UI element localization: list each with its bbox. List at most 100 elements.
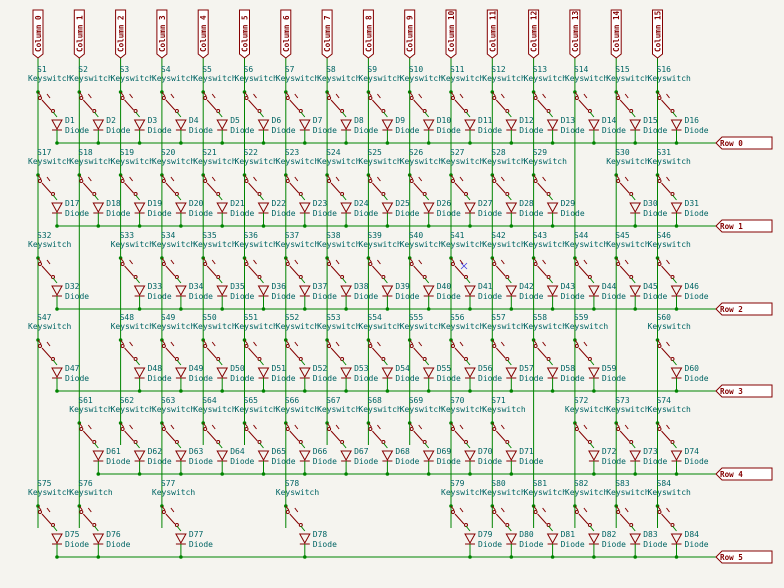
switch-contact (367, 91, 372, 97)
junction-dot (179, 141, 183, 145)
column-label: Column 10 (447, 10, 456, 52)
switch-actuator (619, 265, 630, 277)
switch-reference: S12 (491, 65, 506, 74)
switch-contact (202, 257, 207, 263)
switch-contact (542, 507, 546, 513)
diode-reference: D7 (313, 116, 323, 125)
switch-diode-wire (672, 525, 677, 532)
diode-value: Diode (272, 292, 296, 301)
column-label-flag[interactable] (321, 9, 333, 59)
switch-contact (335, 93, 340, 99)
diode-value: Diode (230, 374, 254, 383)
switch-contact (533, 505, 537, 511)
switch-reference: S22 (244, 148, 259, 157)
switch-diode-wire (259, 111, 264, 118)
column-label-flag[interactable] (652, 9, 663, 59)
switch-diode-wire (93, 442, 99, 449)
switch-diode-wire (52, 359, 58, 366)
switch-pin (38, 96, 42, 100)
switch-pin (285, 510, 290, 514)
switch-contact (161, 257, 166, 263)
switch-value: Keyswitch (317, 322, 361, 331)
switch-value: Keyswitch (400, 322, 444, 331)
switch-value: Keyswitch (28, 157, 72, 166)
column-label-flag[interactable] (197, 9, 209, 59)
switch-pin (574, 262, 579, 266)
diode-reference: D28 (519, 199, 534, 208)
column-label-flag[interactable] (528, 9, 540, 59)
junction-dot (96, 141, 101, 145)
column-label-flag[interactable] (239, 9, 250, 59)
column-label: Column 3 (158, 15, 167, 52)
switch-actuator (495, 513, 506, 525)
switch-contact (211, 424, 216, 430)
diode-symbol (133, 367, 146, 379)
row-label-flag[interactable] (715, 302, 773, 316)
switch-contact (624, 507, 629, 513)
row-label-flag[interactable] (715, 384, 773, 398)
switch-contact (202, 422, 207, 428)
column-label-flag[interactable] (115, 9, 127, 59)
switch-value: Keyswitch (28, 74, 72, 83)
diode-symbol (298, 119, 311, 131)
switch-reference: S13 (533, 65, 548, 74)
switch-contact (376, 341, 381, 347)
junction-dot (137, 472, 142, 476)
switch-contact (211, 93, 216, 99)
diode-symbol (51, 367, 63, 379)
switch-diode-wire (217, 194, 223, 201)
switch-diode-wire (630, 194, 636, 201)
switch-reference: S82 (574, 479, 589, 488)
column-label-flag[interactable] (156, 9, 168, 59)
column-label-flag[interactable] (280, 9, 292, 59)
junction-dot (261, 307, 266, 311)
switch-contact (294, 93, 299, 99)
column-label-flag[interactable] (73, 9, 85, 59)
switch-pin (657, 179, 662, 183)
switch-diode-wire (259, 442, 264, 449)
switch-actuator (661, 347, 671, 359)
switch-pin (409, 344, 414, 348)
diode-symbol (670, 367, 683, 379)
switch-contact (170, 424, 175, 430)
diode-symbol (629, 119, 642, 131)
column-label-flag[interactable] (32, 9, 44, 59)
column-label-flag[interactable] (404, 9, 416, 59)
column-label-flag[interactable] (486, 9, 498, 59)
switch-pin (574, 510, 579, 514)
switch-pin (38, 179, 42, 183)
switch-value: Keyswitch (69, 157, 113, 166)
diode-reference: D34 (189, 282, 204, 291)
switch-actuator (537, 99, 547, 111)
switch-actuator (413, 347, 424, 359)
column-label-flag[interactable] (610, 9, 622, 59)
row-label-flag[interactable] (715, 219, 773, 233)
switch-actuator (248, 430, 258, 442)
diode-value: Diode (519, 374, 543, 383)
column-label-flag[interactable] (445, 9, 457, 59)
switch-actuator (619, 430, 630, 442)
diode-symbol (257, 450, 270, 462)
switch-contact (161, 174, 166, 180)
switch-value: Keyswitch (606, 157, 650, 166)
diode-reference: D59 (602, 364, 617, 373)
switch-diode-wire (672, 111, 677, 118)
junction-dot (55, 555, 59, 559)
switch-contact (78, 422, 83, 428)
junction-dot (550, 307, 555, 311)
row-label-flag[interactable] (715, 136, 773, 150)
switch-value: Keyswitch (276, 488, 320, 497)
row-label-flag[interactable] (715, 550, 773, 564)
row-label: Row 4 (720, 470, 743, 479)
diode-symbol (670, 450, 683, 462)
switch-contact (376, 93, 381, 99)
diode-symbol (51, 533, 63, 545)
row-label-flag[interactable] (715, 467, 773, 481)
column-label-flag[interactable] (569, 9, 581, 59)
junction-dot (261, 141, 266, 145)
junction-dot (426, 307, 431, 311)
column-label-flag[interactable] (362, 9, 374, 59)
switch-reference: S54 (367, 313, 382, 322)
switch-value: Keyswitch (235, 74, 279, 83)
switch-reference: S69 (409, 396, 424, 405)
